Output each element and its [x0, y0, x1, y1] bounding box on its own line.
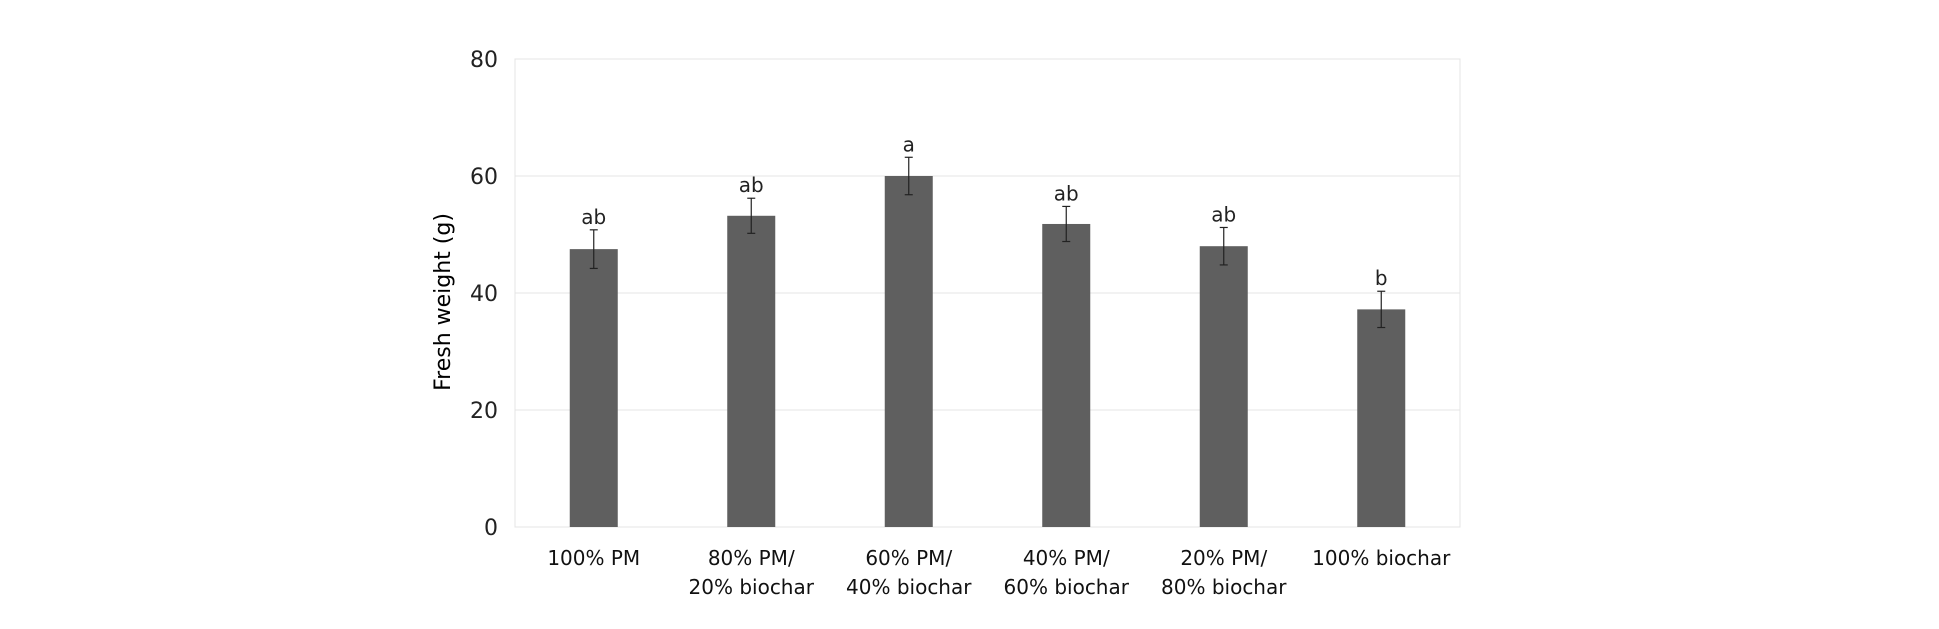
y-tick-label: 80	[470, 48, 498, 73]
x-tick-label-line: 20% PM/	[1180, 546, 1267, 570]
error-bars	[589, 156, 1386, 329]
y-axis-title: Fresh weight (g)	[431, 213, 456, 391]
plot-area-frame	[514, 58, 1461, 528]
x-tick-label-line: 100% biochar	[1312, 546, 1451, 570]
x-tick-label: 80% PM/20% biochar	[689, 546, 815, 599]
x-axis-tick-labels: 100% PM 80% PM/20% biochar 60% PM/40% bioc…	[547, 546, 1451, 599]
x-tick-label: 100% PM	[547, 546, 640, 570]
x-tick-label-line: 100% PM	[547, 546, 640, 570]
data-label: b	[1375, 266, 1388, 290]
y-tick-label: 60	[470, 165, 498, 190]
bars	[569, 176, 1406, 527]
data-labels: ab ab a ab ab b	[581, 132, 1387, 290]
y-tick-label: 40	[470, 282, 498, 307]
data-label: ab	[1211, 202, 1236, 226]
y-tick-label: 0	[484, 516, 498, 541]
x-tick-label: 40% PM/60% biochar	[1004, 546, 1130, 599]
data-label: ab	[739, 173, 764, 197]
y-axis-tick-labels: 0 20 40 60 80	[470, 48, 498, 541]
bar	[727, 215, 776, 527]
x-tick-label: 60% PM/40% biochar	[846, 546, 972, 599]
y-tick-label: 20	[470, 399, 498, 424]
bar	[1042, 223, 1091, 527]
x-tick-label: 20% PM/80% biochar	[1161, 546, 1287, 599]
bar	[1199, 246, 1248, 527]
x-tick-label-line: 80% PM/	[708, 546, 795, 570]
bar	[1357, 309, 1406, 527]
data-label: ab	[581, 205, 606, 229]
x-tick-label-line: 40% PM/	[1023, 546, 1110, 570]
x-tick-label: 100% biochar	[1312, 546, 1451, 570]
x-tick-label-line: 60% biochar	[1004, 575, 1130, 599]
bar	[569, 249, 618, 527]
x-tick-label-line: 60% PM/	[865, 546, 952, 570]
x-tick-label-line: 40% biochar	[846, 575, 972, 599]
bar	[884, 176, 933, 527]
gridlines	[515, 58, 1460, 528]
x-tick-label-line: 80% biochar	[1161, 575, 1287, 599]
data-label: a	[903, 132, 915, 156]
data-label: ab	[1054, 181, 1079, 205]
x-tick-label-line: 20% biochar	[689, 575, 815, 599]
